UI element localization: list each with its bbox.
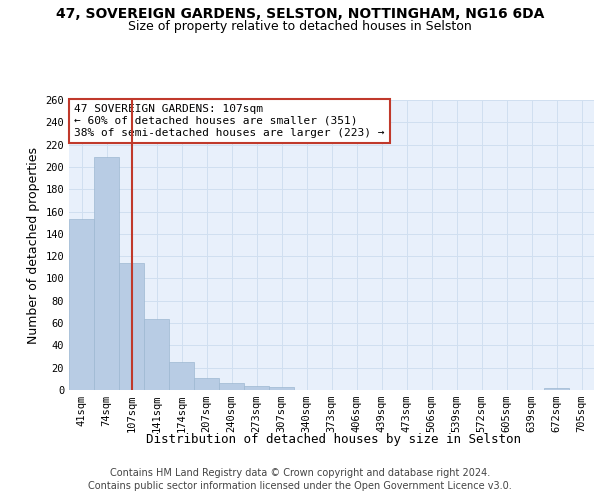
Bar (69, 220, 94, 390)
Text: Distribution of detached houses by size in Selston: Distribution of detached houses by size … (146, 432, 521, 446)
Bar (219, 384, 244, 390)
Bar (144, 318, 169, 390)
Text: Contains public sector information licensed under the Open Government Licence v3: Contains public sector information licen… (88, 481, 512, 491)
Text: Contains HM Land Registry data © Crown copyright and database right 2024.: Contains HM Land Registry data © Crown c… (110, 468, 490, 477)
Bar (269, 386, 294, 390)
Bar (94, 157, 119, 390)
Bar (544, 388, 569, 390)
Text: 47, SOVEREIGN GARDENS, SELSTON, NOTTINGHAM, NG16 6DA: 47, SOVEREIGN GARDENS, SELSTON, NOTTINGH… (56, 8, 544, 22)
Bar (244, 386, 269, 390)
Y-axis label: Number of detached properties: Number of detached properties (27, 146, 40, 344)
Text: Size of property relative to detached houses in Selston: Size of property relative to detached ho… (128, 20, 472, 33)
Bar (169, 362, 194, 390)
Bar (119, 263, 144, 390)
Text: 47 SOVEREIGN GARDENS: 107sqm
← 60% of detached houses are smaller (351)
38% of s: 47 SOVEREIGN GARDENS: 107sqm ← 60% of de… (74, 104, 385, 138)
Bar (194, 378, 219, 390)
